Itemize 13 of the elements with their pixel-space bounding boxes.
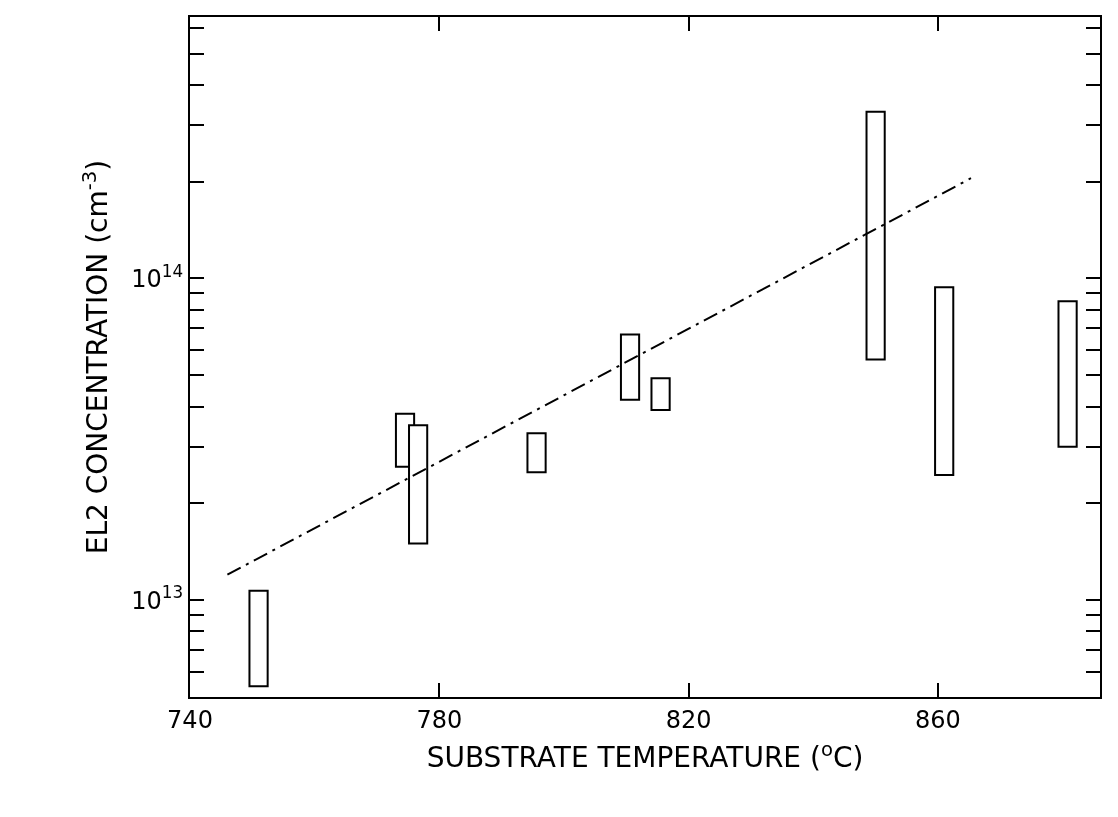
bar [650, 377, 671, 412]
x-tick-label: 740 [167, 705, 213, 734]
x-tick-label: 780 [416, 705, 463, 734]
x-tick-label: 860 [915, 705, 961, 734]
x-tick-label: 820 [665, 705, 712, 734]
y-tick-label: 10$^{14}$ [131, 260, 184, 293]
y-tick-label: 10$^{13}$ [131, 582, 184, 615]
bar [1057, 300, 1078, 448]
x-axis-title: SUBSTRATE TEMPERATURE ($^{o}$C) [426, 737, 864, 775]
bar [934, 286, 955, 476]
bar [248, 589, 269, 688]
bar [526, 432, 547, 474]
bar [619, 333, 641, 401]
